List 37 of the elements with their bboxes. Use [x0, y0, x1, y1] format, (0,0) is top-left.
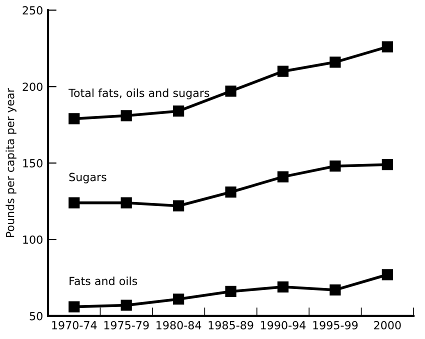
series-label: Total fats, oils and sugars: [68, 88, 210, 100]
point: [120, 110, 132, 122]
x-tick-label: 2000: [374, 321, 401, 330]
point: [173, 200, 184, 212]
point: [225, 286, 236, 298]
point: [173, 294, 184, 305]
x-tick-label: 1985-89: [208, 321, 254, 330]
point: [277, 281, 289, 292]
point: [225, 86, 236, 97]
point: [277, 66, 289, 77]
point: [382, 269, 393, 280]
point: [330, 160, 341, 172]
series-label: Fats and oils: [70, 276, 138, 286]
point: [330, 56, 341, 68]
y-tick-label: 200: [22, 82, 42, 91]
x-tick-label: 1995-99: [313, 321, 358, 330]
x-tick-label: 1990-94: [260, 321, 306, 330]
point: [382, 41, 393, 52]
point: [382, 159, 393, 170]
point: [68, 113, 80, 124]
x-tick-label: 1980-84: [156, 321, 202, 330]
point: [173, 106, 184, 117]
point: [68, 197, 80, 208]
point: [225, 186, 236, 198]
y-tick-label: 150: [23, 159, 42, 168]
point: [330, 284, 341, 296]
y-axis-title: Pounds per capita per year: [6, 88, 16, 238]
x-tick-label: 1970-74: [52, 321, 97, 330]
x-tick-label: 1975-79: [104, 321, 149, 330]
y-tick-label: 250: [22, 6, 42, 15]
y-tick-label: 100: [23, 235, 42, 244]
point: [120, 197, 132, 208]
point: [120, 300, 132, 311]
series-label: Sugars: [69, 172, 106, 184]
y-tick-label: 50: [30, 312, 42, 320]
point: [277, 171, 289, 182]
point: [68, 301, 80, 312]
